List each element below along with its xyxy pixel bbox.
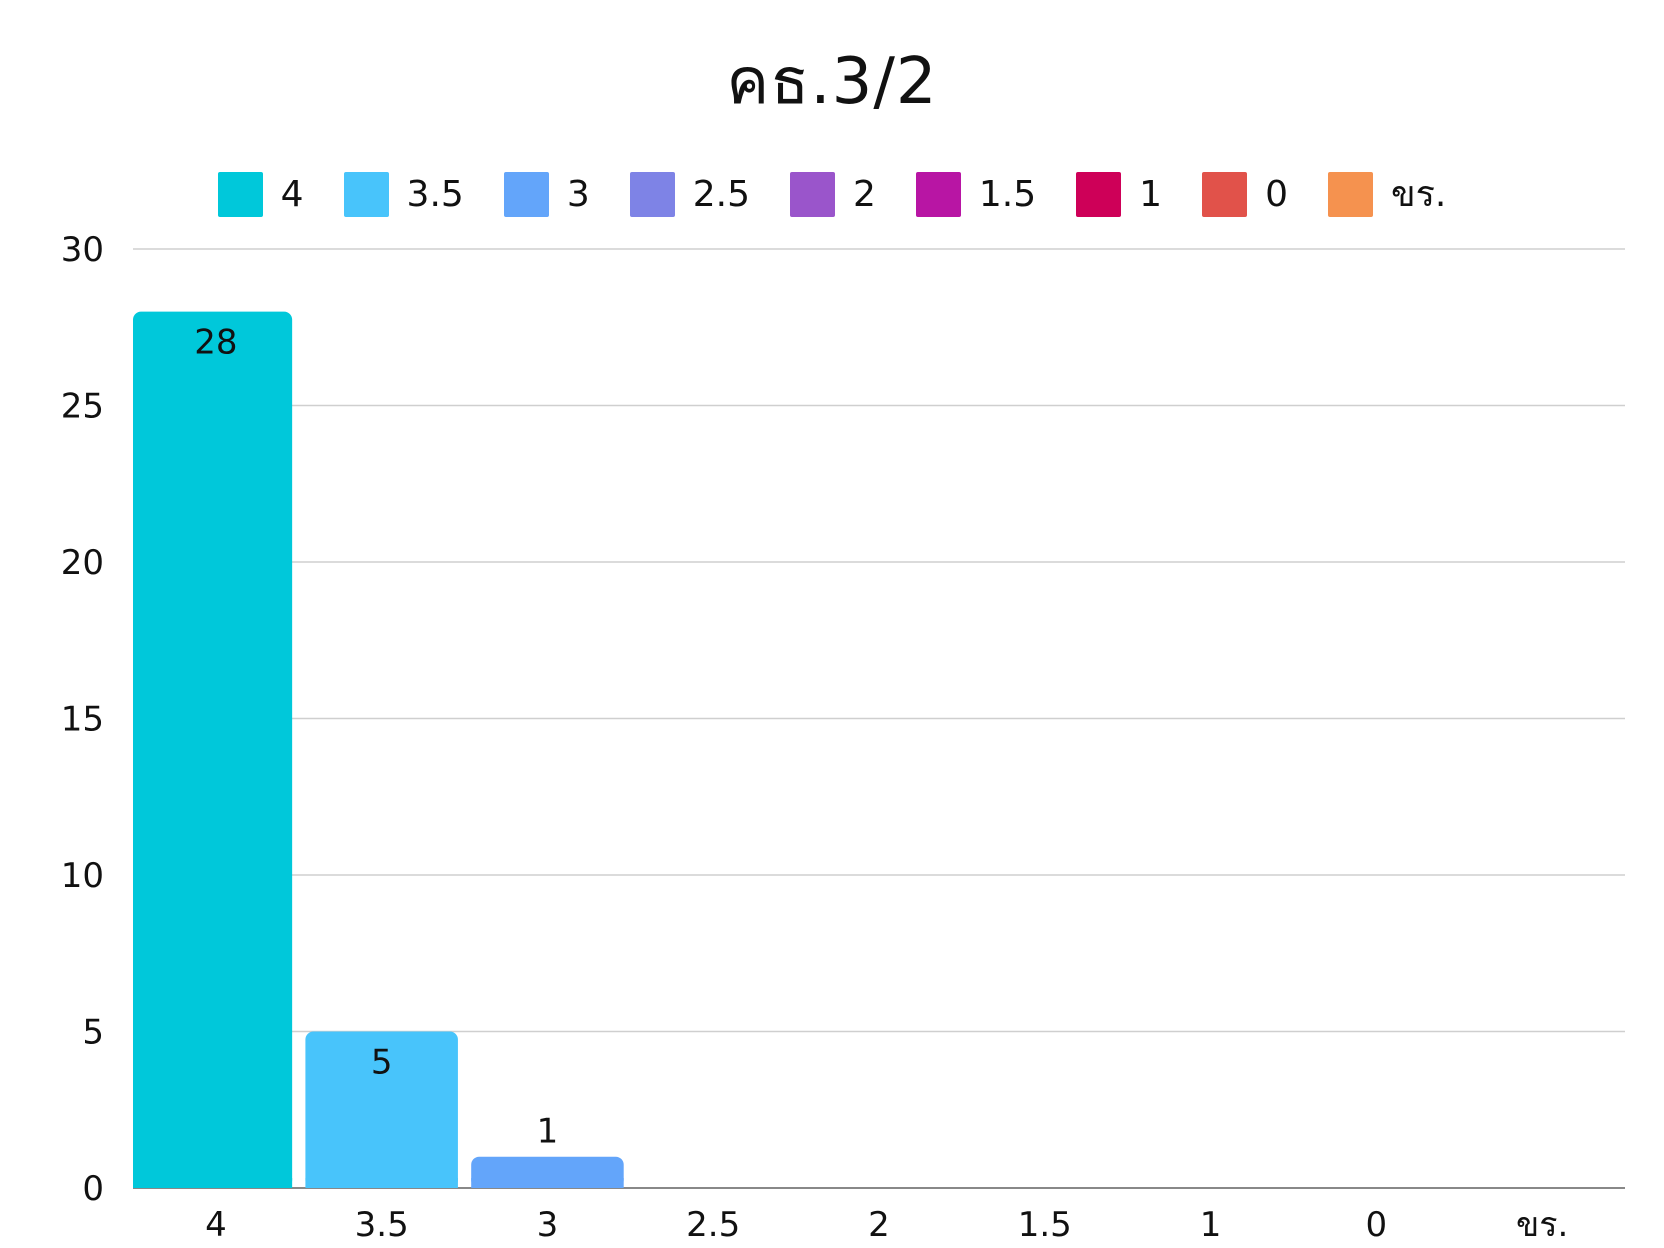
- bar-base: [305, 1178, 458, 1188]
- legend-label: 1.5: [978, 174, 1037, 215]
- legend-item: 0: [1202, 172, 1288, 217]
- legend: 4 3.5 3 2.5 2 1.5 1 0 ขร.: [0, 172, 1664, 217]
- chart-title: คธ.3/2: [726, 45, 938, 119]
- data-label: 5: [371, 1043, 393, 1083]
- y-tick-label: 15: [61, 700, 104, 740]
- legend-item: 1.5: [915, 172, 1037, 217]
- bar-base: [471, 1178, 624, 1188]
- y-tick-label: 25: [61, 387, 104, 427]
- x-tick-label: 2: [868, 1205, 890, 1245]
- x-tick-label: 3.5: [355, 1205, 409, 1245]
- legend-item: 1: [1076, 172, 1162, 217]
- x-tick-label: 2.5: [686, 1205, 740, 1245]
- y-tick-label: 30: [61, 230, 104, 270]
- legend-label: 2: [852, 174, 876, 215]
- y-tick-label: 20: [61, 543, 104, 583]
- legend-swatch: [1076, 172, 1122, 217]
- legend-label: 2.5: [692, 174, 750, 215]
- legend-swatch: [503, 172, 549, 217]
- bar: [305, 1031, 458, 1188]
- legend-swatch: [217, 172, 263, 217]
- x-tick-label: 0: [1366, 1205, 1388, 1245]
- legend-swatch: [1202, 172, 1248, 217]
- legend-swatch: [343, 172, 389, 217]
- x-tick-label: 1: [1200, 1205, 1222, 1245]
- x-tick-label: 3: [537, 1205, 559, 1245]
- legend-label: 4: [280, 174, 304, 215]
- legend-label: 3.5: [406, 174, 464, 215]
- legend-swatch: [1327, 172, 1373, 217]
- y-tick-label: 0: [82, 1169, 104, 1209]
- legend-item: ขร.: [1327, 172, 1447, 217]
- legend-swatch: [789, 172, 835, 217]
- legend-label: 0: [1265, 174, 1288, 215]
- x-tick-label: 1.5: [1018, 1205, 1072, 1245]
- bar-base: [133, 1178, 293, 1188]
- legend-label: ขร.: [1390, 174, 1447, 215]
- legend-swatch: [629, 172, 675, 217]
- legend-item: 3.5: [343, 172, 464, 217]
- y-tick-label: 5: [82, 1013, 104, 1053]
- legend-label: 1: [1139, 174, 1163, 215]
- legend-swatch: [915, 172, 961, 217]
- bar: [133, 311, 293, 1189]
- y-tick-label: 10: [61, 856, 104, 896]
- legend-item: 2.5: [629, 172, 750, 217]
- x-tick-label: ขร.: [1516, 1205, 1568, 1245]
- legend-label: 3: [566, 174, 590, 215]
- legend-item: 3: [503, 172, 590, 217]
- legend-item: 2: [789, 172, 876, 217]
- legend-item: 4: [217, 172, 304, 217]
- x-tick-label: 4: [205, 1205, 227, 1245]
- data-label: 28: [194, 323, 237, 363]
- data-label: 1: [537, 1112, 559, 1152]
